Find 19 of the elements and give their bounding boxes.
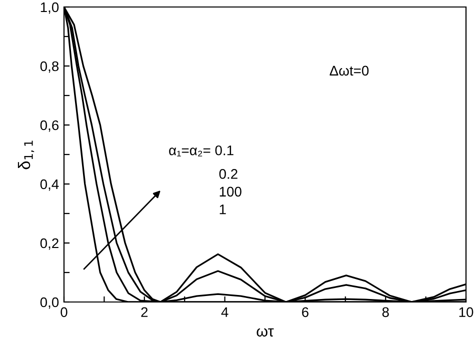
annotation: 1 xyxy=(220,204,226,214)
annotation: 0.2 xyxy=(219,169,238,179)
x-axis-title: ωτ xyxy=(256,328,274,337)
annotation: α₁=α₂= 0.1 xyxy=(169,145,234,156)
annotation: Δωt=0 xyxy=(330,66,369,76)
y-axis-title: δ$_{1,1}$ xyxy=(18,140,34,170)
y-tick-label: 0,0 xyxy=(40,297,59,309)
x-tick-label: 0 xyxy=(60,307,68,318)
y-tick-label: 0,6 xyxy=(40,120,59,132)
y-tick-label: 0,2 xyxy=(40,238,58,250)
y-tick-label: 0,8 xyxy=(40,61,59,73)
x-tick-label: 2 xyxy=(141,307,148,317)
annotation: 100 xyxy=(220,186,242,197)
x-tick-label: 4 xyxy=(221,307,228,317)
x-tick-label: 8 xyxy=(382,307,389,318)
x-tick-label: 10 xyxy=(459,307,474,318)
y-tick-label: 1,0 xyxy=(40,2,59,14)
x-tick-label: 6 xyxy=(302,307,308,318)
y-tick-label: 0,4 xyxy=(40,179,59,191)
